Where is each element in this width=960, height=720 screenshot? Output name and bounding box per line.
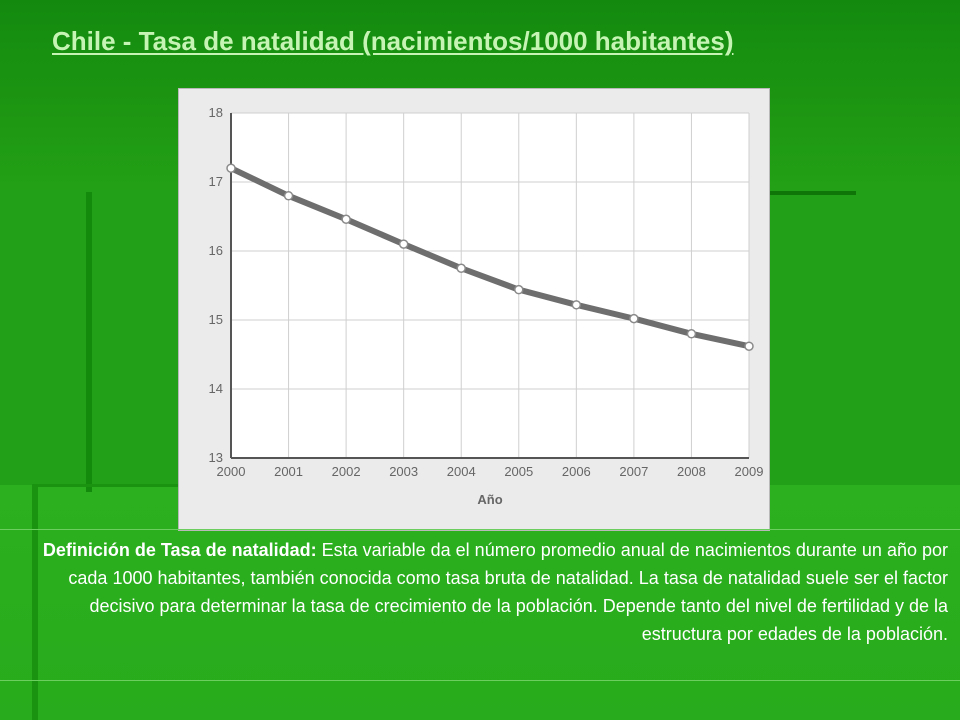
data-point — [456, 263, 466, 273]
series-line — [228, 165, 752, 350]
definition-label: Definición de Tasa de natalidad: — [42, 540, 317, 560]
decorative-stripe — [32, 484, 180, 487]
plot-area — [231, 113, 749, 458]
x-tick-label: 2007 — [619, 464, 648, 479]
x-tick-label: 2004 — [447, 464, 476, 479]
decorative-stripe — [32, 484, 38, 720]
data-point — [629, 313, 639, 324]
x-tick-label: 2001 — [274, 464, 303, 479]
x-axis-label: Año — [477, 492, 502, 507]
x-tick-label: 2006 — [562, 464, 591, 479]
data-point — [571, 300, 582, 310]
chart-panel: 13 14 15 16 17 18 2000 2001 2002 2003 2004 2005 200… — [178, 88, 770, 531]
x-tick-labels: 2000 2001 2002 2003 2004 2005 2006 2007 2008 2009 — [217, 464, 764, 479]
x-tick-label: 2009 — [735, 464, 764, 479]
decorative-stripe — [86, 192, 92, 492]
y-tick-label: 18 — [209, 105, 223, 120]
data-point — [398, 239, 409, 249]
y-tick-label: 15 — [209, 312, 223, 327]
data-points — [226, 163, 754, 351]
x-tick-label: 2002 — [332, 464, 361, 479]
decorative-stripe — [770, 191, 856, 195]
y-tick-label: 17 — [209, 174, 223, 189]
y-tick-label: 13 — [209, 450, 223, 465]
data-point — [341, 214, 351, 225]
data-point — [686, 329, 697, 339]
x-tick-label: 2008 — [677, 464, 706, 479]
definition-body: Esta variable da el número promedio anua… — [68, 540, 948, 644]
x-tick-label: 2003 — [389, 464, 418, 479]
data-point — [283, 191, 294, 201]
page-title[interactable]: Chile - Tasa de natalidad (nacimientos/1… — [52, 26, 734, 56]
definition-text: Definición de Tasa de natalidad: Esta va… — [0, 529, 960, 681]
y-tick-label: 14 — [209, 381, 223, 396]
x-tick-label: 2005 — [504, 464, 533, 479]
y-tick-labels: 13 14 15 16 17 18 — [209, 105, 223, 465]
data-point — [514, 284, 524, 295]
data-point — [744, 341, 754, 351]
x-tick-label: 2000 — [217, 464, 246, 479]
y-tick-label: 16 — [209, 243, 223, 258]
data-point — [226, 163, 236, 173]
